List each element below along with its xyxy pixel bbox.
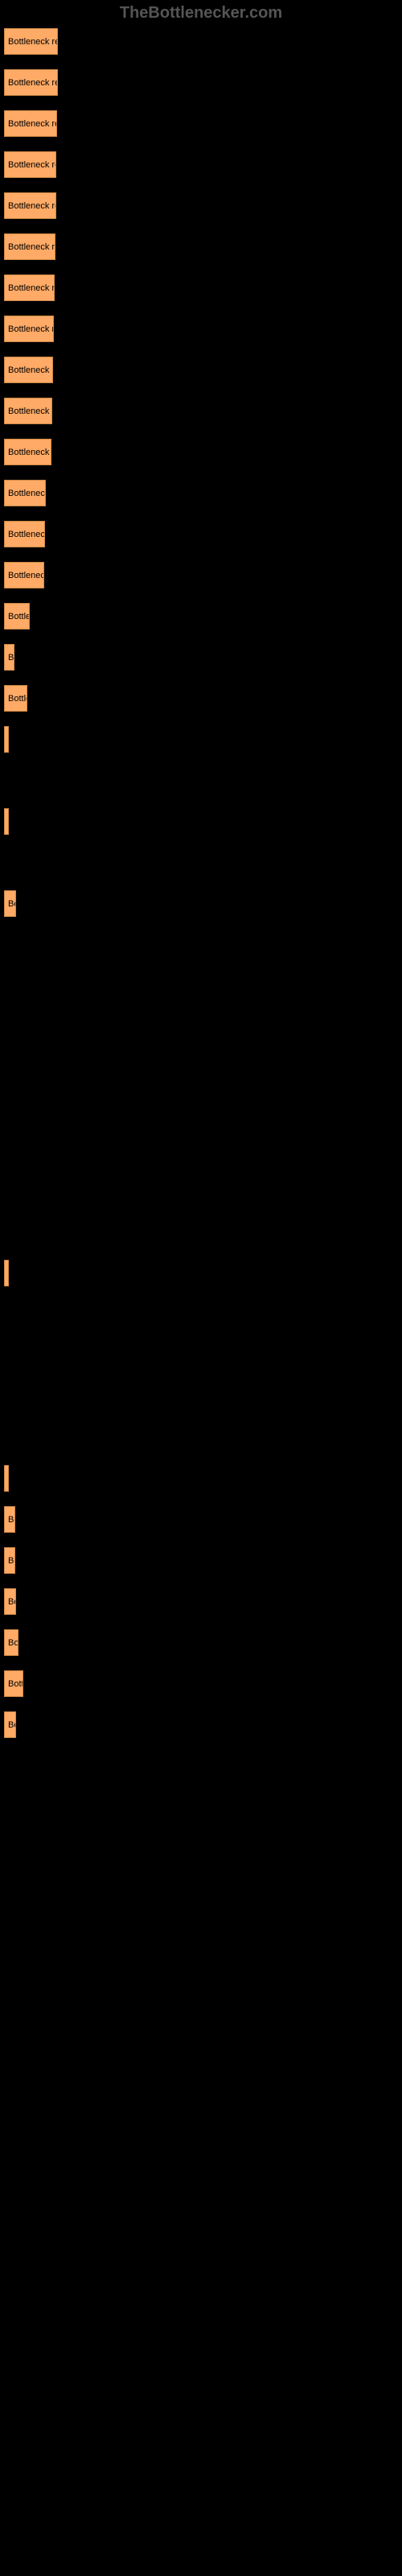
- bar-row: Bottleneck reso: [4, 110, 402, 137]
- bar-row: [4, 849, 402, 876]
- bar-row: [4, 1178, 402, 1204]
- bar: [4, 1465, 9, 1492]
- bar: Bottleneck re: [4, 439, 51, 465]
- bar: Bottleneck res: [4, 275, 55, 301]
- bar-chart: Bottleneck resu Bottleneck resu Bottleneck…: [0, 0, 402, 1738]
- bar: [4, 726, 9, 753]
- bar-row: [4, 1383, 402, 1410]
- bar-row: Bottleneck res: [4, 192, 402, 219]
- bar-row: [4, 1342, 402, 1368]
- bar: Bo: [4, 1547, 15, 1574]
- bar-row: Bottleneck r: [4, 521, 402, 547]
- bar-row: Bottleneck re: [4, 357, 402, 383]
- bar: Bottleneck res: [4, 151, 56, 178]
- bar-row: Bottleneck resu: [4, 28, 402, 55]
- bar: Bottleneck re: [4, 398, 52, 424]
- bar-row: Bottleneck re: [4, 398, 402, 424]
- bar: Bottleneck res: [4, 233, 55, 260]
- bar: Bottleneck resu: [4, 28, 58, 55]
- bar-row: Bottleneck res: [4, 316, 402, 342]
- bar: Bottleneck res: [4, 192, 56, 219]
- bar-row: Bottl: [4, 1670, 402, 1697]
- bar-row: [4, 1465, 402, 1492]
- bar-row: Bottleneck res: [4, 233, 402, 260]
- bar-row: [4, 931, 402, 958]
- bar-row: Bo: [4, 1711, 402, 1738]
- bar-row: Bottleneck res: [4, 275, 402, 301]
- bar: Bottl: [4, 1670, 23, 1697]
- bar-row: Bo: [4, 644, 402, 671]
- bar: Bot: [4, 1629, 18, 1656]
- bar-row: Bot: [4, 1629, 402, 1656]
- bar: Bo: [4, 1506, 15, 1533]
- bar-row: Bo: [4, 1506, 402, 1533]
- bar: Bottle: [4, 685, 27, 712]
- bar-row: [4, 808, 402, 835]
- bar-row: Bo: [4, 1588, 402, 1615]
- bar: Bottleneck res: [4, 316, 54, 342]
- watermark: TheBottlenecker.com: [120, 4, 282, 23]
- bar-row: B: [4, 1260, 402, 1286]
- bar: [4, 808, 9, 835]
- bar: Bo: [4, 1711, 16, 1738]
- bar-row: [4, 1301, 402, 1327]
- bar-row: [4, 726, 402, 753]
- bar: Bottleneck reso: [4, 110, 57, 137]
- bar-row: [4, 1055, 402, 1081]
- bar-row: Bottleneck r: [4, 562, 402, 588]
- bar-row: [4, 1137, 402, 1163]
- bar: Bottleneck r: [4, 480, 46, 506]
- bar-row: Bo: [4, 1547, 402, 1574]
- bar: Bottleneck resu: [4, 69, 58, 96]
- bar: Bottleneck re: [4, 357, 53, 383]
- bar-row: [4, 1219, 402, 1245]
- bar-row: [4, 972, 402, 999]
- bar: Bo: [4, 1588, 16, 1615]
- bar-row: Bottleneck r: [4, 480, 402, 506]
- bar-row: Bottleneck resu: [4, 69, 402, 96]
- bar: Bottleneck r: [4, 521, 45, 547]
- bar-row: [4, 1424, 402, 1451]
- bar-row: [4, 767, 402, 794]
- bar-row: [4, 1096, 402, 1122]
- bar-row: [4, 1013, 402, 1040]
- bar: Bottleneck r: [4, 562, 44, 588]
- bar-row: Bo: [4, 890, 402, 917]
- bar-row: Bottleneck re: [4, 439, 402, 465]
- bar: Bo: [4, 890, 16, 917]
- bar-row: Bottlen: [4, 603, 402, 630]
- bar: Bottlen: [4, 603, 30, 630]
- bar: B: [4, 1260, 9, 1286]
- bar: Bo: [4, 644, 14, 671]
- bar-row: Bottleneck res: [4, 151, 402, 178]
- bar-row: Bottle: [4, 685, 402, 712]
